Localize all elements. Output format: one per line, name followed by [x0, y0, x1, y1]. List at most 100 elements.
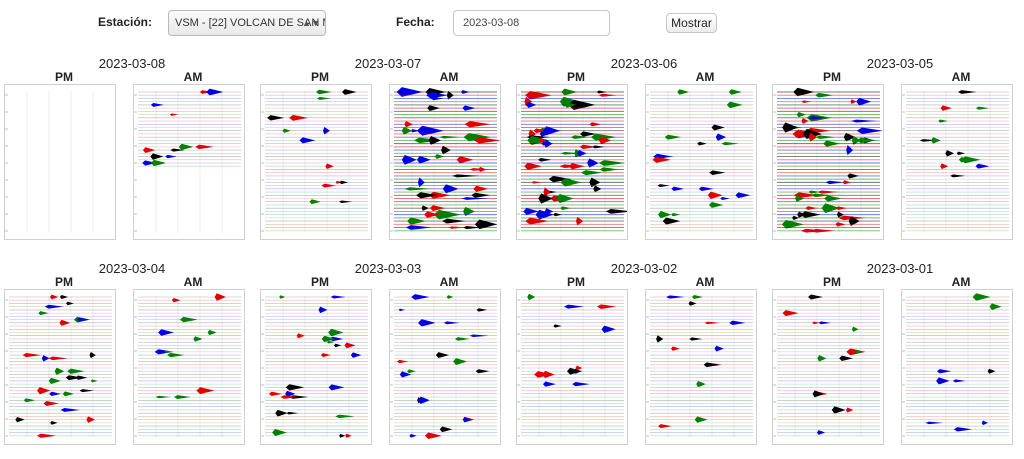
- seismic-event: [839, 355, 853, 362]
- seismic-event: [592, 145, 605, 149]
- helicorder-am[interactable]: [645, 289, 757, 445]
- seismic-event: [548, 175, 572, 183]
- seismic-event: [15, 417, 25, 423]
- helicorder-pm[interactable]: [772, 289, 884, 445]
- seismic-event: [473, 185, 489, 192]
- show-button[interactable]: Mostrar: [666, 13, 717, 33]
- helicorder-pm[interactable]: [260, 84, 372, 240]
- seismic-event: [462, 105, 476, 111]
- helicorder-pm[interactable]: [516, 84, 628, 240]
- seismic-event: [958, 157, 973, 163]
- seismic-event: [671, 212, 681, 217]
- helicorder-am[interactable]: [389, 84, 501, 240]
- seismic-event: [442, 184, 459, 194]
- seismic-event: [54, 367, 65, 375]
- seismic-event: [801, 100, 812, 103]
- seismic-event: [541, 141, 554, 146]
- seismic-event: [473, 137, 500, 144]
- seismic-event: [656, 335, 664, 343]
- seismic-event: [590, 133, 617, 141]
- seismic-event: [443, 321, 460, 325]
- seismogram-traces: [646, 294, 753, 438]
- seismic-event: [416, 125, 444, 136]
- seismic-event: [845, 407, 854, 413]
- seismic-event: [154, 349, 174, 355]
- seismic-event: [795, 195, 805, 202]
- seismic-event: [689, 337, 703, 341]
- seismic-event: [404, 121, 413, 128]
- seismogram-traces: [5, 294, 112, 438]
- helicorder-pm[interactable]: [516, 289, 628, 445]
- seismic-event: [856, 97, 872, 106]
- seismic-event: [711, 124, 725, 131]
- seismic-event: [792, 215, 799, 220]
- day-date: 2023-03-03: [354, 261, 422, 276]
- helicorder-am[interactable]: [389, 289, 501, 445]
- seismic-event: [399, 371, 412, 378]
- helicorder-am[interactable]: [133, 289, 245, 445]
- seismic-event: [568, 99, 596, 111]
- day-date: 2023-03-07: [354, 56, 422, 71]
- seismic-event: [428, 191, 451, 199]
- helicorder-am[interactable]: [901, 84, 1013, 240]
- seismic-event: [424, 211, 440, 218]
- seismic-event: [418, 396, 430, 405]
- day-date: 2023-03-04: [98, 261, 166, 276]
- seismic-event: [953, 427, 973, 432]
- am-label: AM: [951, 70, 971, 84]
- seismic-event: [945, 150, 955, 157]
- station-select[interactable]: VSM - [22] VOLCAN DE SAN M ▲▼: [168, 10, 326, 36]
- seismic-event: [542, 126, 560, 136]
- seismic-event: [407, 217, 426, 225]
- seismic-event: [344, 342, 356, 349]
- helicorder-pm[interactable]: [260, 289, 372, 445]
- pm-label: PM: [311, 70, 329, 84]
- seismic-event: [174, 395, 191, 399]
- seismic-event: [658, 424, 672, 429]
- seismic-event: [802, 128, 823, 139]
- seismic-event: [339, 433, 346, 438]
- seismic-event: [429, 205, 446, 212]
- seismic-event: [299, 137, 316, 144]
- seismic-event: [831, 406, 846, 414]
- seismic-event: [417, 177, 425, 188]
- seismic-event: [662, 217, 681, 225]
- seismic-event: [535, 209, 554, 220]
- am-label: AM: [439, 275, 459, 289]
- helicorder-pm[interactable]: [4, 289, 116, 445]
- seismic-event: [309, 199, 321, 205]
- helicorder-pm[interactable]: [4, 84, 116, 240]
- seismic-event: [67, 368, 85, 374]
- am-label: AM: [183, 275, 203, 289]
- helicorder-pm[interactable]: [772, 84, 884, 240]
- seismic-event: [410, 129, 420, 133]
- seismic-event: [439, 426, 453, 433]
- seismic-event: [715, 133, 727, 141]
- day-date: 2023-03-05: [866, 56, 934, 71]
- seismic-event: [850, 99, 857, 105]
- seismic-event: [430, 96, 444, 101]
- seismic-event: [575, 216, 584, 226]
- seismic-event: [975, 106, 990, 110]
- helicorder-am[interactable]: [133, 84, 245, 240]
- station-select-value: VSM - [22] VOLCAN DE SAN M: [175, 17, 326, 29]
- seismic-event: [931, 137, 941, 144]
- seismic-event: [815, 135, 835, 139]
- seismic-event: [50, 420, 58, 425]
- helicorder-am[interactable]: [901, 289, 1013, 445]
- helicorder-am[interactable]: [645, 84, 757, 240]
- seismic-event: [782, 310, 799, 317]
- date-input[interactable]: [453, 10, 610, 36]
- seismic-event: [195, 144, 214, 150]
- am-label: AM: [695, 275, 715, 289]
- seismic-event: [559, 164, 585, 169]
- seismic-event: [596, 90, 607, 94]
- seismic-event: [320, 353, 332, 358]
- seismic-event: [280, 395, 299, 399]
- seismic-event: [688, 301, 697, 306]
- seismic-event: [542, 381, 556, 387]
- seismic-event: [664, 134, 682, 140]
- seismic-event: [478, 166, 487, 173]
- seismic-event: [671, 346, 680, 351]
- seismic-event: [847, 173, 860, 179]
